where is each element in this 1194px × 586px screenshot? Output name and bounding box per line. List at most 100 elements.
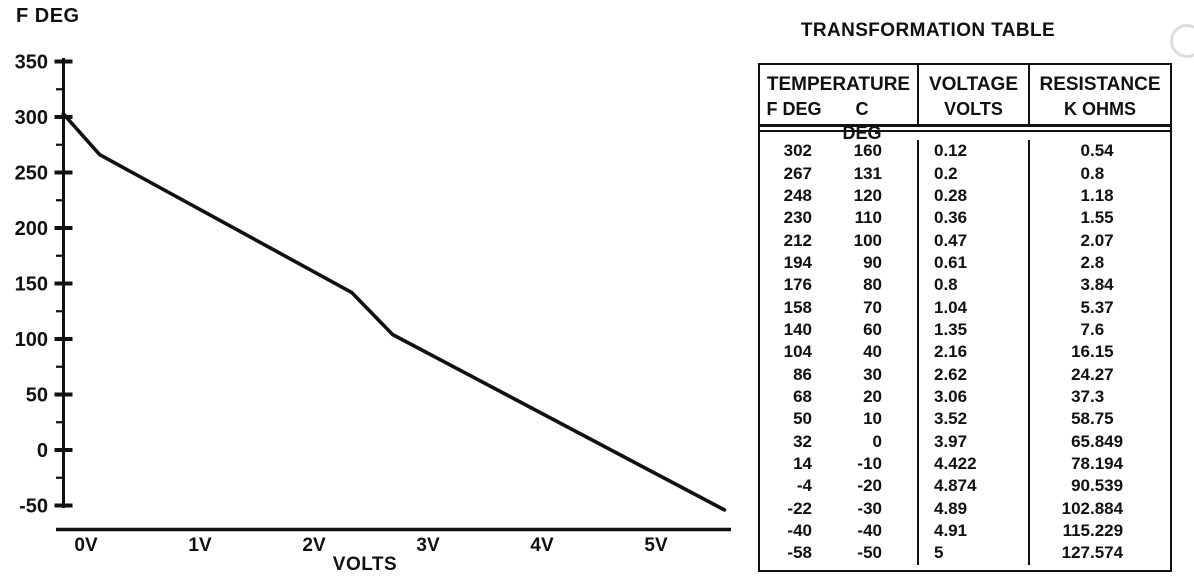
- k-ohms-subheader: K OHMS: [1064, 99, 1136, 119]
- temperature-voltage-chart: 350 300 250 200 150 100 50 0 -50 F DEG 0V 1V 2V 3V 4V 5…: [15, 5, 731, 575]
- voltage-header-label: VOLTAGE: [928, 74, 1019, 95]
- column-header-resistance: RESISTANCE K OHMS: [1030, 65, 1170, 124]
- y-axis-tick-label: 150: [15, 274, 48, 296]
- c-deg-value: 80: [863, 275, 882, 295]
- temperature-cell: 140 60: [760, 318, 919, 342]
- y-axis-tick-label: 200: [15, 218, 48, 240]
- resistance-cell: 78.194: [1030, 454, 1170, 474]
- c-deg-value: -50: [857, 543, 882, 563]
- k-ohms-fraction-part: .07: [1090, 230, 1114, 250]
- voltage-cell: 3.52: [919, 408, 1030, 431]
- voltage-cell: 3.97: [919, 430, 1030, 453]
- k-ohms-fraction-part: .3: [1090, 386, 1105, 406]
- table-row: -22 -30 4.89 102.884: [760, 497, 1170, 520]
- f-deg-value: 194: [783, 252, 812, 272]
- c-deg-subheader: C DEG: [842, 99, 882, 143]
- k-ohms-integer-part: 90: [1071, 476, 1090, 496]
- temperature-cell: 104 40: [760, 341, 919, 364]
- temperature-cell: -22 -30: [760, 497, 919, 520]
- c-deg-value: 60: [863, 319, 882, 339]
- resistance-cell: 2.07: [1030, 231, 1170, 251]
- temperature-cell: 50 10: [760, 408, 919, 431]
- resistance-cell: 0.54: [1030, 141, 1170, 161]
- voltage-cell: 4.91: [919, 519, 1030, 543]
- resistance-cell: 24.27: [1030, 365, 1170, 385]
- y-axis-tick-label: 0: [37, 440, 48, 462]
- resistance-cell: 127.574: [1030, 543, 1170, 563]
- temperature-cell: 212 100: [760, 229, 919, 252]
- f-deg-value: 32: [793, 431, 812, 451]
- temperature-cell: -40 -40: [760, 519, 919, 543]
- temperature-cell: 302 160: [760, 140, 919, 163]
- table-row: 104 40 2.16 16.15: [760, 341, 1170, 364]
- voltage-cell: 4.422: [919, 452, 1030, 476]
- k-ohms-integer-part: 0: [1080, 141, 1090, 161]
- x-axis-tick-label: 1V: [188, 535, 212, 556]
- x-axis-tick-label: 4V: [530, 535, 554, 556]
- k-ohms-integer-part: 65: [1071, 431, 1090, 451]
- table-row: 302 160 0.12 0.54: [760, 140, 1170, 163]
- k-ohms-integer-part: 115: [1062, 521, 1090, 541]
- voltage-cell: 3.06: [919, 385, 1030, 409]
- resistance-cell: 37.3: [1030, 387, 1170, 407]
- temperature-cell: 86 30: [760, 363, 919, 386]
- f-deg-value: 158: [783, 297, 812, 317]
- k-ohms-fraction-part: .194: [1090, 453, 1124, 473]
- voltage-cell: 0.12: [919, 140, 1030, 163]
- c-deg-value: 20: [863, 386, 882, 406]
- voltage-cell: 1.35: [919, 318, 1030, 342]
- voltage-cell: 0.2: [919, 162, 1030, 185]
- k-ohms-integer-part: 37: [1071, 386, 1090, 406]
- table-row: 248 120 0.28 1.18: [760, 184, 1170, 208]
- x-axis-tick-label: 0V: [74, 535, 98, 556]
- k-ohms-integer-part: 0: [1080, 163, 1090, 183]
- temperature-cell: -4 -20: [760, 475, 919, 498]
- voltage-cell: 5: [919, 542, 1030, 565]
- voltage-cell: 0.61: [919, 251, 1030, 275]
- f-deg-value: 50: [793, 409, 812, 429]
- resistance-cell: 58.75: [1030, 409, 1170, 429]
- f-deg-value: 140: [783, 319, 812, 339]
- volts-subheader: VOLTS: [944, 99, 1003, 119]
- resistance-cell: 5.37: [1030, 298, 1170, 318]
- resistance-cell: 65.849: [1030, 432, 1170, 452]
- c-deg-value: 30: [863, 364, 882, 384]
- voltage-cell: 4.89: [919, 497, 1030, 520]
- table-row: 86 30 2.62 24.27: [760, 363, 1170, 386]
- transformation-table-panel: TRANSFORMATION TABLE TEMPERATURE F DEG C…: [758, 20, 1172, 572]
- table-row: 68 20 3.06 37.3: [760, 385, 1170, 409]
- f-deg-value: -40: [787, 521, 812, 541]
- scan-artifact-mark: [1170, 24, 1194, 58]
- k-ohms-integer-part: 7: [1080, 319, 1090, 339]
- k-ohms-fraction-part: .6: [1090, 319, 1105, 339]
- table-row: 14 -10 4.422 78.194: [760, 452, 1170, 476]
- c-deg-value: -10: [857, 453, 882, 473]
- voltage-cell: 0.28: [919, 184, 1030, 208]
- k-ohms-integer-part: 127: [1061, 543, 1090, 563]
- k-ohms-integer-part: 5: [1080, 297, 1090, 317]
- temperature-header-label: TEMPERATURE: [766, 74, 911, 95]
- temperature-cell: 32 0: [760, 430, 919, 453]
- column-header-temperature: TEMPERATURE F DEG C DEG: [760, 65, 919, 143]
- c-deg-value: 70: [863, 297, 882, 317]
- voltage-cell: 1.04: [919, 296, 1030, 319]
- header-double-rule: [760, 130, 1170, 132]
- resistance-cell: 1.18: [1030, 186, 1170, 206]
- resistance-cell: 90.539: [1030, 476, 1170, 496]
- c-deg-value: 100: [853, 230, 882, 250]
- k-ohms-fraction-part: .18: [1090, 185, 1114, 205]
- voltage-cell: 2.62: [919, 363, 1030, 386]
- k-ohms-fraction-part: .884: [1090, 498, 1124, 518]
- table-row: 50 10 3.52 58.75: [760, 408, 1170, 431]
- temperature-cell: 68 20: [760, 385, 919, 409]
- f-deg-value: 267: [783, 163, 812, 183]
- voltage-cell: 0.47: [919, 229, 1030, 252]
- resistance-header-label: RESISTANCE: [1039, 74, 1161, 95]
- table-row: 140 60 1.35 7.6: [760, 318, 1170, 342]
- c-deg-value: -30: [857, 498, 882, 518]
- k-ohms-fraction-part: .75: [1090, 409, 1114, 429]
- table-header-row: TEMPERATURE F DEG C DEG VOLTAGE VOLTS RE…: [760, 65, 1170, 143]
- c-deg-value: 40: [863, 342, 882, 362]
- k-ohms-integer-part: 58: [1071, 409, 1090, 429]
